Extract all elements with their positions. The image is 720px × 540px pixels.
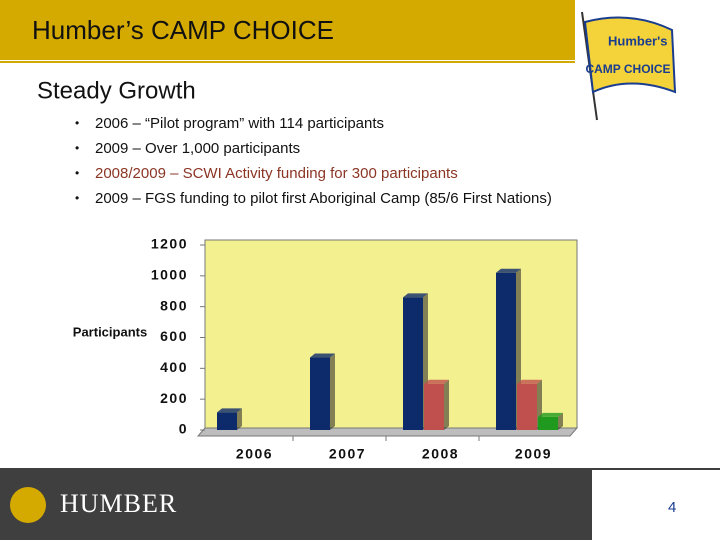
y-axis-label: Participants bbox=[73, 324, 147, 339]
x-tick-label: 2007 bbox=[329, 446, 366, 462]
bar-top bbox=[424, 379, 449, 384]
bullet-list: • 2006 – “Pilot program” with 114 partici… bbox=[75, 115, 552, 207]
bullet-text: 2009 – Over 1,000 participants bbox=[95, 140, 300, 157]
bar-top bbox=[538, 412, 563, 417]
bullet-text: 2006 – “Pilot program” with 114 particip… bbox=[95, 115, 384, 132]
bullet-dot: • bbox=[75, 141, 79, 155]
bar-side bbox=[558, 412, 563, 430]
bar-side bbox=[444, 379, 449, 430]
logo-mark bbox=[10, 487, 46, 523]
bullet-text: 2008/2009 – SCWI Activity funding for 30… bbox=[95, 165, 458, 182]
bar bbox=[496, 272, 516, 430]
slide-subtitle: Steady Growth bbox=[37, 77, 196, 104]
y-tick-label: 200 bbox=[160, 390, 188, 406]
y-tick-label: 1200 bbox=[151, 236, 188, 252]
bar-top bbox=[496, 268, 521, 273]
bar-side bbox=[330, 353, 335, 430]
bullet-dot: • bbox=[75, 191, 79, 205]
bar bbox=[310, 357, 330, 430]
bar-top bbox=[310, 353, 335, 358]
chart: Participants 0 200 400 600 800 1000 1200 2006 20… bbox=[73, 236, 579, 462]
plot-floor bbox=[196, 427, 579, 437]
x-tick-label: 2006 bbox=[236, 446, 273, 462]
bullet-dot: • bbox=[75, 116, 79, 130]
y-tick-label: 600 bbox=[160, 328, 188, 344]
bar-side bbox=[237, 408, 242, 430]
bar bbox=[403, 297, 423, 430]
y-tick-label: 0 bbox=[179, 421, 188, 437]
x-tick-label: 2008 bbox=[422, 446, 459, 462]
footer-logo-text: HUMBER bbox=[60, 489, 177, 518]
y-tick-label: 800 bbox=[160, 297, 188, 313]
bar bbox=[217, 412, 237, 430]
page-number: 4 bbox=[668, 499, 676, 516]
page-number-box bbox=[592, 470, 720, 540]
logo-text: CAMP CHOICE bbox=[585, 62, 670, 76]
bar-top bbox=[517, 379, 542, 384]
y-tick-label: 400 bbox=[160, 359, 188, 375]
flag bbox=[583, 16, 677, 94]
logo-text: Humber's bbox=[608, 33, 667, 48]
bullet-dot: • bbox=[75, 166, 79, 180]
footer-logo: HUMBER bbox=[10, 487, 177, 523]
bar bbox=[517, 383, 537, 430]
camp-logo: Humber's CAMP CHOICE bbox=[581, 11, 677, 121]
y-tick-label: 1000 bbox=[151, 267, 188, 283]
bar-top bbox=[403, 293, 428, 298]
bar bbox=[424, 383, 444, 430]
x-tick-label: 2009 bbox=[515, 446, 552, 462]
bar-top bbox=[217, 408, 242, 413]
header-bar bbox=[0, 0, 575, 60]
bar bbox=[538, 416, 558, 430]
bullet-text: 2009 – FGS funding to pilot first Aborig… bbox=[95, 190, 552, 207]
slide-title: Humber’s CAMP CHOICE bbox=[32, 15, 334, 45]
